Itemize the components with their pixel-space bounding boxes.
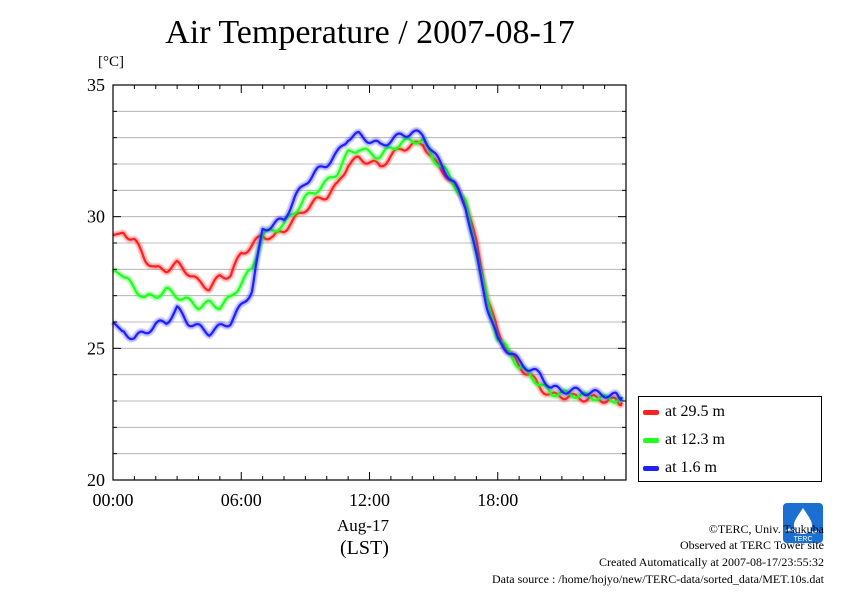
x-tick-label: 12:00 <box>349 490 390 510</box>
tick-labels: 20 25 30 35 00:00 06:00 12:00 18:00 <box>87 75 518 510</box>
axes <box>112 84 627 481</box>
series-line <box>112 129 623 402</box>
chart-legend: at 29.5 m at 12.3 m at 1.6 m <box>638 396 822 482</box>
series-lines <box>110 127 625 409</box>
x-tick-label: 06:00 <box>221 490 262 510</box>
chart-title: Air Temperature / 2007-08-17 <box>165 14 575 51</box>
series-line-halo <box>111 138 625 409</box>
legend-item-12-3m: at 12.3 m <box>643 430 725 450</box>
grid-lines <box>113 110 626 455</box>
legend-item-29-5m: at 29.5 m <box>643 402 725 422</box>
copyright-text: ©TERC, Univ. Tsukuba <box>708 522 824 536</box>
x-axis-date-label: Aug-17 <box>337 516 389 535</box>
x-tick-label: 18:00 <box>477 490 518 510</box>
created-text: Created Automatically at 2007-08-17/23:5… <box>599 555 824 569</box>
y-tick-label: 25 <box>87 338 105 358</box>
legend-label: at 29.5 m <box>665 403 725 420</box>
y-tick-label: 20 <box>87 470 105 490</box>
legend-label: at 1.6 m <box>665 459 717 476</box>
x-axis-label: (LST) <box>340 537 389 559</box>
series-line-halo <box>111 135 625 406</box>
legend-item-1-6m: at 1.6 m <box>643 458 717 478</box>
series-line <box>112 137 623 404</box>
logo-text: TERC <box>793 536 812 543</box>
legend-label: at 12.3 m <box>665 431 725 448</box>
legend-swatch-blue <box>643 465 659 471</box>
source-text: Data source : /home/hojyo/new/TERC-data/… <box>491 572 824 586</box>
series-line-halo <box>110 127 625 403</box>
legend-swatch-green <box>643 437 659 443</box>
y-tick-label: 30 <box>87 207 105 227</box>
y-tick-label: 35 <box>87 75 105 95</box>
observed-text: Observed at TERC Tower site <box>679 538 824 552</box>
legend-swatch-red <box>643 409 659 415</box>
y-axis-unit-label: [°C] <box>98 54 124 70</box>
series-line <box>112 140 623 407</box>
x-tick-label: 00:00 <box>92 490 133 510</box>
terc-logo-icon: TERC <box>783 503 823 543</box>
